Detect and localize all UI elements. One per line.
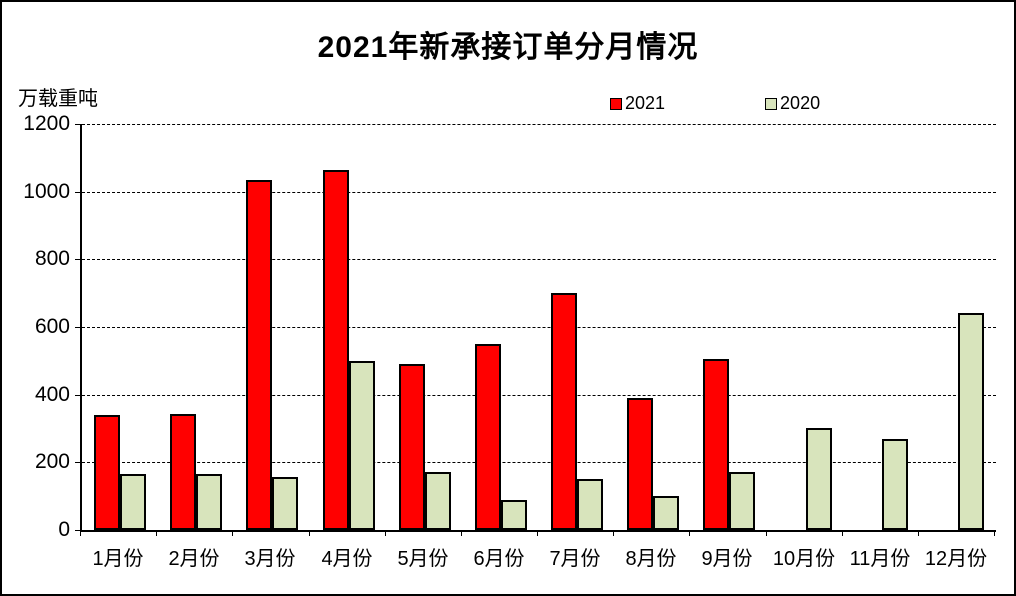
- bar-2021-4月份: [323, 170, 349, 530]
- x-tick-mark: [309, 530, 310, 536]
- y-tick-label-800: 800: [34, 247, 70, 271]
- y-tick-mark: [75, 124, 81, 125]
- bar-2020-4月份: [349, 361, 375, 530]
- bar-2020-12月份: [958, 313, 984, 530]
- legend: 2021 2020: [610, 93, 820, 114]
- bar-2021-7月份: [551, 293, 577, 530]
- gridline-1000: [82, 191, 996, 193]
- bar-2020-7月份: [577, 479, 603, 530]
- x-tick-mark: [232, 530, 233, 536]
- y-tick-mark: [75, 462, 81, 464]
- bar-2021-9月份: [703, 359, 729, 530]
- bar-2020-1月份: [120, 474, 146, 530]
- bar-2020-5月份: [425, 472, 451, 530]
- bar-2020-11月份: [882, 439, 908, 530]
- gridline-1200: [82, 124, 996, 125]
- x-tick-mark: [537, 530, 538, 536]
- x-tick-label-11月份: 11月份: [849, 548, 911, 570]
- legend-swatch-2021-icon: [610, 97, 622, 110]
- bar-2020-2月份: [196, 474, 222, 530]
- gridline-600: [82, 327, 996, 328]
- bar-2020-6月份: [501, 500, 527, 530]
- bar-2021-5月份: [399, 364, 425, 530]
- legend-label-2021: 2021: [625, 93, 666, 113]
- chart-title: 2021年新承接订单分月情况: [317, 31, 699, 64]
- x-tick-label-8月份: 8月份: [625, 548, 677, 570]
- x-tick-mark: [842, 530, 843, 536]
- y-tick-label-200: 200: [34, 450, 70, 474]
- legend-swatch-2020-icon: [765, 97, 778, 110]
- y-axis-unit-label: 万载重吨: [18, 88, 98, 110]
- y-tick-mark: [75, 191, 81, 193]
- x-tick-label-4月份: 4月份: [321, 548, 373, 570]
- x-tick-label-9月份: 9月份: [701, 548, 753, 570]
- bar-2020-9月份: [729, 472, 755, 530]
- bar-2021-2月份: [170, 414, 196, 530]
- y-tick-mark: [75, 530, 81, 531]
- bar-2021-3月份: [246, 180, 272, 530]
- bar-2021-1月份: [94, 415, 120, 530]
- x-tick-mark: [613, 530, 614, 536]
- bar-2020-10月份: [806, 428, 832, 530]
- y-tick-label-1000: 1000: [23, 179, 70, 203]
- x-tick-mark: [766, 530, 767, 536]
- x-tick-label-1月份: 1月份: [92, 548, 144, 570]
- y-tick-mark: [75, 327, 81, 328]
- bar-2020-8月份: [653, 496, 679, 530]
- x-tick-mark: [461, 530, 462, 536]
- x-tick-mark: [918, 530, 919, 536]
- gridline-400: [82, 394, 996, 396]
- y-tick-mark: [75, 259, 81, 261]
- x-tick-mark: [385, 530, 386, 536]
- y-tick-label-0: 0: [58, 518, 70, 541]
- plot-area: [80, 124, 996, 532]
- bar-2021-6月份: [475, 344, 501, 530]
- x-tick-mark: [994, 530, 995, 536]
- legend-item-2021: 2021: [610, 93, 665, 114]
- y-tick-label-1200: 1200: [23, 112, 70, 135]
- x-tick-label-2月份: 2月份: [168, 548, 220, 570]
- x-tick-label-3月份: 3月份: [244, 548, 296, 570]
- x-tick-mark: [689, 530, 690, 536]
- x-tick-label-12月份: 12月份: [924, 548, 988, 570]
- x-tick-label-7月份: 7月份: [549, 548, 601, 570]
- y-tick-mark: [75, 394, 81, 396]
- x-tick-label-10月份: 10月份: [772, 548, 836, 570]
- x-tick-mark: [80, 530, 81, 536]
- legend-item-2020: 2020: [765, 93, 820, 114]
- y-tick-label-600: 600: [34, 315, 70, 338]
- gridline-200: [82, 462, 996, 464]
- legend-label-2020: 2020: [780, 93, 821, 113]
- x-tick-label-6月份: 6月份: [473, 548, 525, 570]
- x-tick-mark: [156, 530, 157, 536]
- x-tick-label-5月份: 5月份: [397, 548, 449, 570]
- bar-2020-3月份: [272, 477, 298, 530]
- y-tick-label-400: 400: [34, 382, 70, 406]
- gridline-800: [82, 259, 996, 261]
- bar-2021-8月份: [627, 398, 653, 530]
